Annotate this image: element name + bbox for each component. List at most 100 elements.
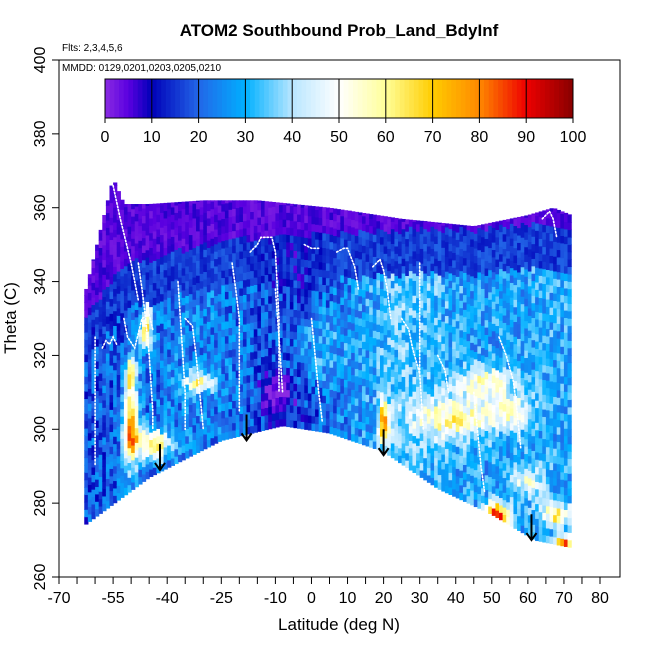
heatmap-cell — [419, 359, 424, 368]
heatmap-cell — [535, 304, 540, 313]
heatmap-cell — [275, 264, 280, 273]
heatmap-cell — [379, 384, 385, 393]
heatmap-cell — [517, 471, 522, 480]
heatmap-cell — [354, 316, 359, 325]
heatmap-cell — [123, 332, 129, 341]
heatmap-cell — [300, 214, 305, 223]
heatmap-cell — [448, 287, 453, 296]
arrow-head — [240, 432, 253, 443]
heatmap-cell — [336, 310, 341, 319]
heatmap-cell — [228, 246, 233, 255]
heatmap-cell — [426, 423, 432, 432]
heatmap-cell — [109, 328, 114, 337]
heatmap-cell — [379, 421, 385, 430]
heatmap-cell — [535, 473, 540, 482]
heatmap-cell — [549, 255, 554, 264]
heatmap-cell — [315, 342, 320, 351]
heatmap-cell — [499, 320, 504, 329]
heatmap-cell — [351, 404, 356, 413]
heatmap-cell — [192, 254, 197, 263]
heatmap-cell — [499, 224, 504, 233]
heatmap-cell — [401, 346, 406, 355]
heatmap-cell — [520, 296, 525, 305]
heatmap-cell — [538, 378, 543, 387]
heatmap-cell — [152, 341, 157, 350]
heatmap-cell — [527, 462, 533, 471]
arrow-head — [525, 532, 538, 542]
heatmap-cell — [390, 295, 396, 304]
heatmap-cell — [495, 347, 500, 356]
heatmap-cell — [340, 385, 345, 394]
heatmap-cell — [379, 280, 385, 289]
heatmap-cell — [506, 354, 511, 363]
heatmap-cell — [484, 489, 489, 498]
heatmap-cell — [563, 332, 569, 341]
heatmap-cell — [120, 253, 125, 262]
heatmap-cell — [488, 313, 493, 322]
heatmap-cell — [159, 411, 165, 420]
heatmap-cell — [336, 229, 341, 238]
heatmap-cell — [416, 393, 421, 402]
heatmap-cell — [351, 411, 356, 420]
heatmap-cell — [480, 443, 486, 452]
heatmap-cell — [116, 492, 121, 501]
heatmap-cell — [105, 367, 111, 376]
heatmap-cell — [199, 317, 204, 326]
heatmap-cell — [549, 240, 554, 249]
heatmap-cell — [206, 402, 212, 411]
heatmap-cell — [531, 273, 536, 282]
heatmap-cell — [239, 413, 244, 422]
heatmap-cell — [513, 410, 518, 419]
heatmap-cell — [563, 391, 569, 400]
heatmap-cell — [250, 410, 255, 419]
heatmap-cell — [390, 217, 396, 222]
heatmap-cell — [84, 464, 89, 473]
heatmap-cell — [95, 368, 100, 377]
heatmap-cell — [91, 260, 96, 269]
heatmap-cell — [567, 465, 572, 474]
heatmap-cell — [322, 232, 327, 241]
heatmap-cell — [538, 415, 543, 424]
heatmap-cell — [520, 466, 525, 475]
heatmap-cell — [383, 400, 388, 409]
heatmap-cell — [354, 412, 359, 421]
heatmap-cell — [480, 399, 486, 408]
heatmap-cell — [329, 263, 334, 272]
heatmap-cell — [354, 331, 359, 340]
heatmap-cell — [452, 414, 457, 423]
heatmap-cell — [297, 243, 302, 252]
heatmap-cell — [311, 378, 316, 387]
heatmap-cell — [369, 380, 374, 389]
heatmap-cell — [567, 303, 572, 312]
heatmap-cell — [98, 372, 103, 381]
heatmap-cell — [448, 294, 453, 303]
heatmap-cell — [138, 255, 143, 263]
heatmap-cell — [131, 216, 136, 225]
heatmap-cell — [260, 275, 266, 284]
heatmap-cell — [484, 423, 489, 431]
heatmap-cell — [329, 241, 334, 250]
heatmap-cell — [98, 432, 103, 441]
heatmap-cell — [473, 447, 478, 456]
heatmap-cell — [91, 297, 96, 306]
heatmap-cell — [567, 295, 572, 304]
heatmap-cell — [221, 292, 226, 301]
heatmap-cell — [430, 366, 435, 375]
heatmap-cell — [351, 241, 356, 250]
heatmap-cell — [228, 224, 233, 232]
heatmap-cell — [289, 242, 295, 251]
heatmap-cell — [365, 372, 370, 381]
heatmap-cell — [535, 274, 540, 283]
heatmap-cell — [560, 213, 565, 222]
heatmap-cell — [535, 385, 540, 394]
heatmap-cell — [304, 318, 309, 327]
flight-track — [541, 210, 558, 239]
heatmap-cell — [293, 220, 298, 229]
heatmap-cell — [105, 471, 111, 480]
heatmap-cell — [163, 380, 168, 389]
heatmap-cell — [286, 367, 291, 376]
colorbar-cell — [334, 79, 340, 118]
heatmap-cell — [470, 460, 475, 469]
heatmap-cell — [91, 407, 96, 416]
heatmap-cell — [448, 331, 453, 340]
